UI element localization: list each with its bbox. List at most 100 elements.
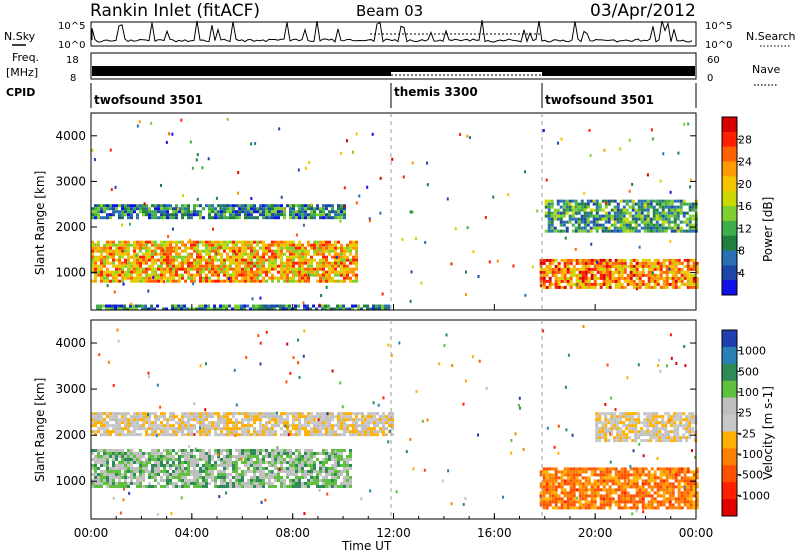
data-cell <box>109 475 112 479</box>
data-cell <box>315 307 319 311</box>
data-cell <box>127 273 130 277</box>
data-cell <box>349 418 352 422</box>
data-cell <box>298 415 301 419</box>
data-cell <box>172 279 175 283</box>
data-cell <box>376 412 379 416</box>
data-cell <box>229 276 232 280</box>
data-cell <box>631 202 635 206</box>
data-cell <box>352 433 355 437</box>
data-cell <box>277 213 280 217</box>
data-cell <box>547 217 551 221</box>
data-cell <box>91 478 94 482</box>
data-cell <box>631 182 634 186</box>
data-cell <box>295 216 298 220</box>
data-cell <box>565 208 569 212</box>
data-cell <box>325 427 328 431</box>
data-cell <box>620 270 624 274</box>
data-cell <box>217 210 220 214</box>
data-cell <box>658 214 662 218</box>
data-cell <box>680 467 684 471</box>
data-cell <box>118 463 121 467</box>
data-cell <box>247 255 250 259</box>
data-cell <box>96 304 100 308</box>
data-cell <box>244 252 247 256</box>
data-cell <box>124 273 127 277</box>
data-cell <box>665 485 669 489</box>
data-cell <box>181 478 184 482</box>
data-cell <box>623 476 627 480</box>
data-cell <box>556 229 560 233</box>
data-cell <box>214 243 217 247</box>
data-cell <box>220 451 223 455</box>
data-cell <box>292 258 295 262</box>
data-cell <box>584 482 588 486</box>
data-cell <box>651 271 654 275</box>
data-cell <box>584 279 588 283</box>
data-cell <box>319 472 322 476</box>
data-cell <box>166 204 169 208</box>
data-cell <box>620 467 624 471</box>
data-cell <box>595 412 599 416</box>
data-cell <box>292 279 295 283</box>
data-cell <box>94 255 97 259</box>
data-cell <box>322 216 325 220</box>
data-cell <box>366 185 369 189</box>
data-cell <box>295 249 298 253</box>
data-cell <box>220 415 223 419</box>
data-cell <box>595 430 599 434</box>
data-cell <box>151 484 154 488</box>
data-cell <box>205 418 208 422</box>
data-cell <box>130 273 133 277</box>
data-cell <box>605 201 608 205</box>
data-cell <box>187 258 190 262</box>
freq-unit: [MHz] <box>6 66 38 79</box>
data-cell <box>139 427 142 431</box>
data-cell <box>184 451 187 455</box>
data-cell <box>253 252 256 256</box>
data-cell <box>196 270 199 274</box>
data-cell <box>677 258 681 262</box>
data-cell <box>97 457 100 461</box>
data-cell <box>262 424 265 428</box>
data-cell <box>343 418 346 422</box>
data-cell <box>262 469 265 473</box>
data-cell <box>325 216 328 220</box>
data-cell <box>601 229 605 233</box>
data-cell <box>232 258 235 262</box>
data-cell <box>614 491 618 495</box>
data-cell <box>638 270 642 274</box>
data-cell <box>157 415 160 419</box>
data-cell <box>382 412 385 416</box>
data-cell <box>556 211 560 215</box>
data-cell <box>91 484 94 488</box>
data-cell <box>205 264 208 268</box>
data-cell <box>340 412 343 416</box>
data-cell <box>118 427 121 431</box>
data-cell <box>604 211 608 215</box>
data-cell <box>226 210 229 214</box>
data-cell <box>581 282 585 286</box>
data-cell <box>130 424 133 428</box>
data-cell <box>133 421 136 425</box>
data-cell <box>629 273 633 277</box>
data-cell <box>181 213 184 217</box>
data-cell <box>286 276 289 280</box>
data-cell <box>160 276 163 280</box>
data-cell <box>366 307 370 311</box>
data-cell <box>355 412 358 416</box>
data-cell <box>262 264 265 268</box>
data-cell <box>289 412 292 416</box>
data-cell <box>295 484 298 488</box>
data-cell <box>343 207 346 211</box>
data-cell <box>280 463 283 467</box>
data-cell <box>304 457 307 461</box>
data-cell <box>168 132 171 136</box>
data-cell <box>286 430 289 434</box>
data-cell <box>124 451 127 455</box>
data-cell <box>638 264 642 268</box>
data-cell <box>145 240 148 244</box>
data-cell <box>247 273 250 277</box>
data-cell <box>310 451 313 455</box>
data-cell <box>160 484 163 488</box>
data-cell <box>647 506 651 510</box>
